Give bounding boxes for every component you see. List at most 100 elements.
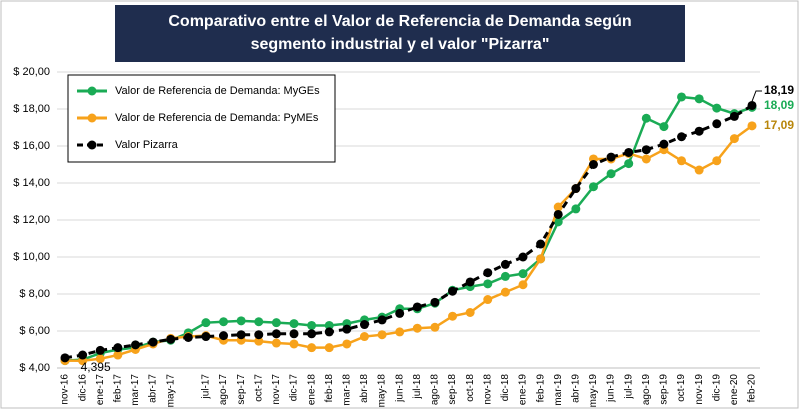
point <box>536 239 546 249</box>
series-line <box>64 104 753 360</box>
data-label: 18,19 <box>764 83 794 97</box>
point <box>95 345 105 355</box>
legend-box <box>67 74 336 163</box>
point <box>289 329 299 339</box>
point <box>536 254 546 264</box>
point <box>377 315 387 325</box>
x-tick-label: nov-17 <box>271 374 282 405</box>
point <box>694 126 704 136</box>
point <box>677 92 687 102</box>
point <box>448 286 458 296</box>
point <box>571 204 581 214</box>
point <box>448 311 458 321</box>
point <box>465 308 475 317</box>
x-tick-label: nov-19 <box>694 374 705 405</box>
point <box>324 343 334 353</box>
point <box>694 165 704 175</box>
x-tick-label: mar-19 <box>553 374 564 406</box>
legend-marker <box>87 140 97 150</box>
point <box>271 318 281 328</box>
x-tick-label: dic-18 <box>500 374 511 402</box>
point <box>677 132 687 142</box>
legend-label: Valor Pizarra <box>115 139 179 151</box>
legend-marker <box>87 86 97 96</box>
point <box>289 319 299 329</box>
point <box>641 145 651 155</box>
point <box>395 327 405 337</box>
x-tick-label: may-17 <box>165 374 176 408</box>
point <box>518 252 528 262</box>
x-tick-label: dic-19 <box>711 374 722 402</box>
point <box>500 287 510 297</box>
x-tick-label: may-18 <box>377 374 388 408</box>
x-tick-label: ago-19 <box>641 374 652 406</box>
x-tick-label: sep-17 <box>236 374 247 405</box>
point <box>500 259 510 269</box>
point <box>359 320 369 330</box>
point <box>289 339 299 349</box>
x-tick-label: feb-18 <box>324 374 335 403</box>
point <box>553 217 563 227</box>
y-tick-label: $ 12,00 <box>13 214 50 226</box>
point <box>518 280 528 290</box>
x-tick-label: dic-17 <box>289 374 300 402</box>
x-tick-label: jul-17 <box>201 374 212 400</box>
point <box>201 318 211 328</box>
x-tick-label: feb-20 <box>747 374 758 403</box>
point <box>201 332 211 342</box>
legend-label: Valor de Referencia de Demanda: MyGEs <box>115 85 320 97</box>
x-tick-label: may-19 <box>588 374 599 408</box>
point <box>729 111 739 121</box>
x-tick-label: oct-17 <box>253 374 264 402</box>
point <box>342 339 352 349</box>
point <box>465 277 475 287</box>
point <box>219 317 229 327</box>
point <box>236 330 246 340</box>
point <box>747 100 757 110</box>
y-tick-label: $ 6,00 <box>19 325 50 337</box>
y-tick-label: $ 16,00 <box>13 140 50 152</box>
x-tick-label: ene-20 <box>729 374 740 406</box>
point <box>483 295 493 305</box>
point <box>712 103 722 113</box>
point <box>659 139 669 149</box>
legend-marker <box>87 113 97 123</box>
x-tick-label: mar-17 <box>130 374 141 406</box>
x-tick-label: ene-19 <box>518 374 529 406</box>
point <box>148 337 158 347</box>
point <box>518 269 528 279</box>
point <box>60 353 70 363</box>
point <box>553 209 563 219</box>
x-tick-label: jun-18 <box>394 374 405 403</box>
x-tick-label: nov-18 <box>482 374 493 405</box>
point <box>95 354 105 364</box>
y-tick-label: $ 20,00 <box>13 66 50 78</box>
point <box>324 327 334 337</box>
point <box>483 279 493 289</box>
point <box>483 268 493 278</box>
x-tick-label: jul-18 <box>412 374 423 400</box>
point <box>130 340 140 350</box>
point <box>395 308 405 318</box>
x-tick-label: abr-18 <box>359 374 370 403</box>
y-tick-label: $ 8,00 <box>19 288 50 300</box>
point <box>254 330 264 340</box>
point <box>183 332 193 342</box>
series-line <box>64 124 753 362</box>
point <box>271 338 281 348</box>
point <box>571 184 581 194</box>
label-connector <box>751 90 762 102</box>
series <box>60 100 757 363</box>
point <box>430 322 440 332</box>
legend-label: Valor de Referencia de Demanda: PyMEs <box>115 112 319 124</box>
x-tick-label: ago-17 <box>218 374 229 406</box>
point <box>377 330 387 340</box>
point <box>254 336 264 346</box>
point <box>307 320 317 330</box>
x-tick-label: feb-19 <box>535 374 546 403</box>
point <box>324 320 334 330</box>
point <box>342 324 352 334</box>
point <box>677 156 687 166</box>
